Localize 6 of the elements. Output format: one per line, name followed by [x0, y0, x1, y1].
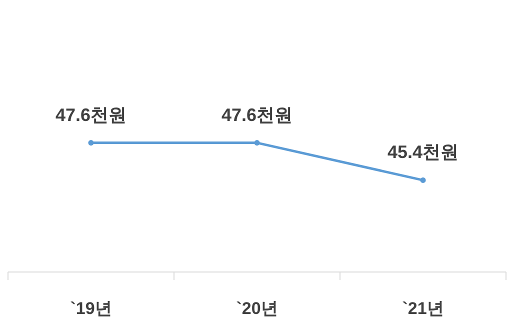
- data-label: 47.6천원: [221, 104, 293, 125]
- x-tick-label: `21년: [402, 299, 444, 318]
- data-label: 47.6천원: [55, 104, 127, 125]
- data-label: 45.4천원: [387, 142, 459, 162]
- x-tick-label: `20년: [236, 299, 278, 318]
- x-tick-label: `19년: [70, 299, 112, 318]
